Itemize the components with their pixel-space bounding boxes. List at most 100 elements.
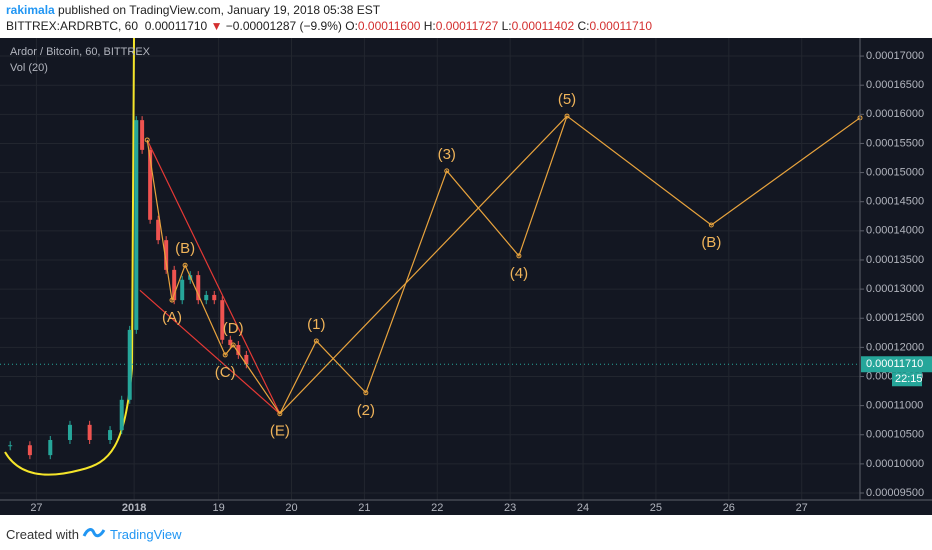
ohlc-label: C:	[577, 19, 590, 33]
y-tick-label: 0.00013000	[866, 283, 924, 295]
y-tick-label: 0.00010000	[866, 458, 924, 470]
candle	[196, 275, 201, 301]
candle	[236, 345, 241, 355]
candle	[164, 240, 169, 270]
background	[0, 38, 932, 515]
candle	[172, 269, 177, 301]
x-tick-label: 20	[285, 502, 297, 514]
author[interactable]: rakimala	[6, 3, 55, 17]
ohlc-label: L:	[501, 19, 512, 33]
candle	[127, 329, 132, 400]
y-tick-label: 0.00017000	[866, 50, 924, 62]
y-tick-label: 0.00009500	[866, 487, 924, 499]
logo	[82, 528, 106, 538]
candle	[220, 300, 225, 340]
x-tick-label: 21	[358, 502, 370, 514]
x-tick-label: 27	[30, 502, 42, 514]
ohlc: O:0.00011600 H:0.00011727 L:0.00011402 C…	[345, 19, 652, 33]
candle	[212, 294, 217, 301]
ohlc-value: 0.00011402	[511, 19, 575, 33]
candle	[244, 354, 249, 365]
x-tick-label: 23	[504, 502, 516, 514]
grid	[0, 38, 860, 500]
y-tick-label: 0.00014500	[866, 196, 924, 208]
ohlc-label: H:	[423, 19, 436, 33]
candle	[134, 120, 139, 330]
wave-point	[363, 390, 369, 396]
countdown: 22:15	[895, 373, 923, 385]
wave-label: (D)	[223, 320, 244, 337]
y-tick-label: 0.00015000	[866, 166, 924, 178]
y-tick-label: 0.00012000	[866, 341, 924, 353]
wave-point	[277, 411, 283, 417]
trend-line	[139, 289, 281, 415]
last-price-box	[861, 356, 932, 373]
wave-point	[564, 113, 570, 119]
symbol: BITTREX:ARDRBTC, 60	[6, 19, 139, 33]
wave-label: (C)	[215, 364, 236, 381]
y-tick-label: 0.00016000	[866, 108, 924, 120]
candle	[8, 445, 13, 447]
change: −0.00001287 (−9.9%)	[225, 19, 342, 33]
candle	[140, 120, 145, 150]
wave-point	[169, 297, 175, 303]
candle	[108, 430, 113, 440]
wave-label: (B)	[701, 234, 721, 251]
footer-text: Created with	[6, 527, 79, 542]
wave-point	[230, 342, 236, 348]
curve-drawing	[4, 38, 135, 476]
wave-label: (1)	[307, 316, 325, 333]
wave-label: (2)	[357, 402, 375, 419]
wave-label: (A)	[162, 309, 182, 326]
wave-point	[222, 352, 228, 358]
ohlc-label: O:	[345, 19, 358, 33]
candle	[87, 424, 92, 440]
x-tick-label: 2018	[122, 502, 146, 514]
candle	[67, 424, 72, 440]
candle	[48, 439, 53, 456]
y-tick-label: 0.00015500	[866, 137, 924, 149]
chart-title: Ardor / Bitcoin, 60, BITTREX	[10, 46, 151, 58]
wave-point	[313, 338, 319, 344]
countdown-box	[892, 372, 922, 387]
last-price-label: 0.00011710	[866, 358, 923, 370]
candle	[156, 219, 161, 241]
footer: Created with TradingView	[0, 515, 932, 550]
wave-label: (5)	[558, 91, 576, 108]
y-tick-label: 0.00012500	[866, 312, 924, 324]
y-tick-label: 0.00011000	[866, 400, 923, 412]
trend-line	[146, 139, 281, 415]
chart: (A) (B) (C) (D) (E) (1) (2) (3) (4) (5) (B) Ardor …	[0, 38, 932, 515]
wave-label: (4)	[510, 265, 528, 282]
last: 0.00011710	[144, 19, 208, 33]
wave-label: (B)	[175, 240, 195, 257]
wave-link	[279, 115, 568, 415]
candle	[228, 339, 233, 346]
y-tick-label: 0.00010500	[866, 429, 924, 441]
candle	[119, 399, 124, 431]
wave-point	[708, 222, 714, 228]
y-tick-label: 0.00016500	[866, 79, 924, 91]
down-arrow: ▼	[210, 19, 223, 33]
x-tick-label: 26	[723, 502, 735, 514]
x-tick-label: 22	[431, 502, 443, 514]
wave-line	[146, 115, 861, 415]
chart-subtitle: Vol (20)	[10, 62, 48, 74]
header: rakimala published on TradingView.com, J…	[0, 0, 932, 38]
marks: (A) (B) (C) (D) (E) (1) (2) (3) (4) (5) (B)	[0, 91, 863, 460]
wave-point	[444, 168, 450, 174]
candle	[204, 294, 209, 301]
wave-point	[144, 137, 150, 143]
wave-label: (E)	[270, 423, 290, 440]
wave-label: (3)	[438, 146, 456, 163]
x-tick-label: 24	[577, 502, 589, 514]
candle	[180, 279, 185, 301]
candle	[27, 445, 32, 456]
ohlc-value: 0.00011727	[435, 19, 499, 33]
ohlc-value: 0.00011600	[357, 19, 421, 33]
y-tick-label: 0.00013500	[866, 254, 924, 266]
published: published on TradingView.com, January 19…	[58, 3, 381, 17]
wave-point	[182, 262, 188, 268]
symbol-line: BITTREX:ARDRBTC, 60 0.00011710 ▼ −0.0000…	[6, 19, 652, 33]
